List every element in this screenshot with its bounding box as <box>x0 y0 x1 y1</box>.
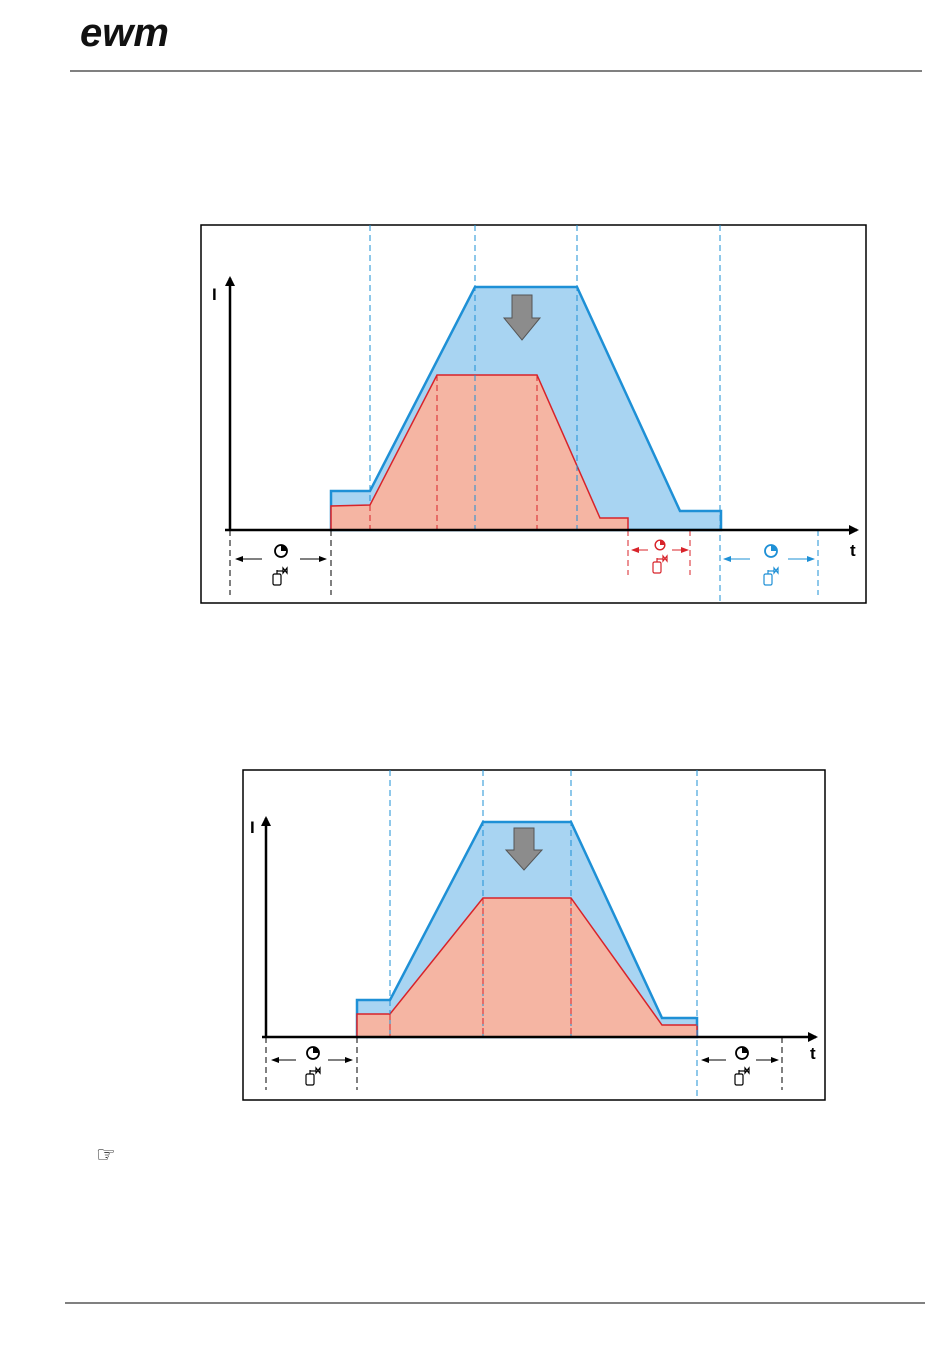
y-axis-label: I <box>212 285 217 304</box>
note-icon: ☞ <box>96 1142 116 1167</box>
x-axis-label: t <box>810 1044 816 1063</box>
figure: I t <box>242 769 826 1101</box>
down-arrow <box>504 827 544 871</box>
down-arrow <box>502 294 542 341</box>
figure: I t <box>200 224 867 604</box>
x-axis-label: t <box>850 541 856 560</box>
logo: ewm <box>80 11 169 55</box>
y-axis-label: I <box>250 818 255 837</box>
